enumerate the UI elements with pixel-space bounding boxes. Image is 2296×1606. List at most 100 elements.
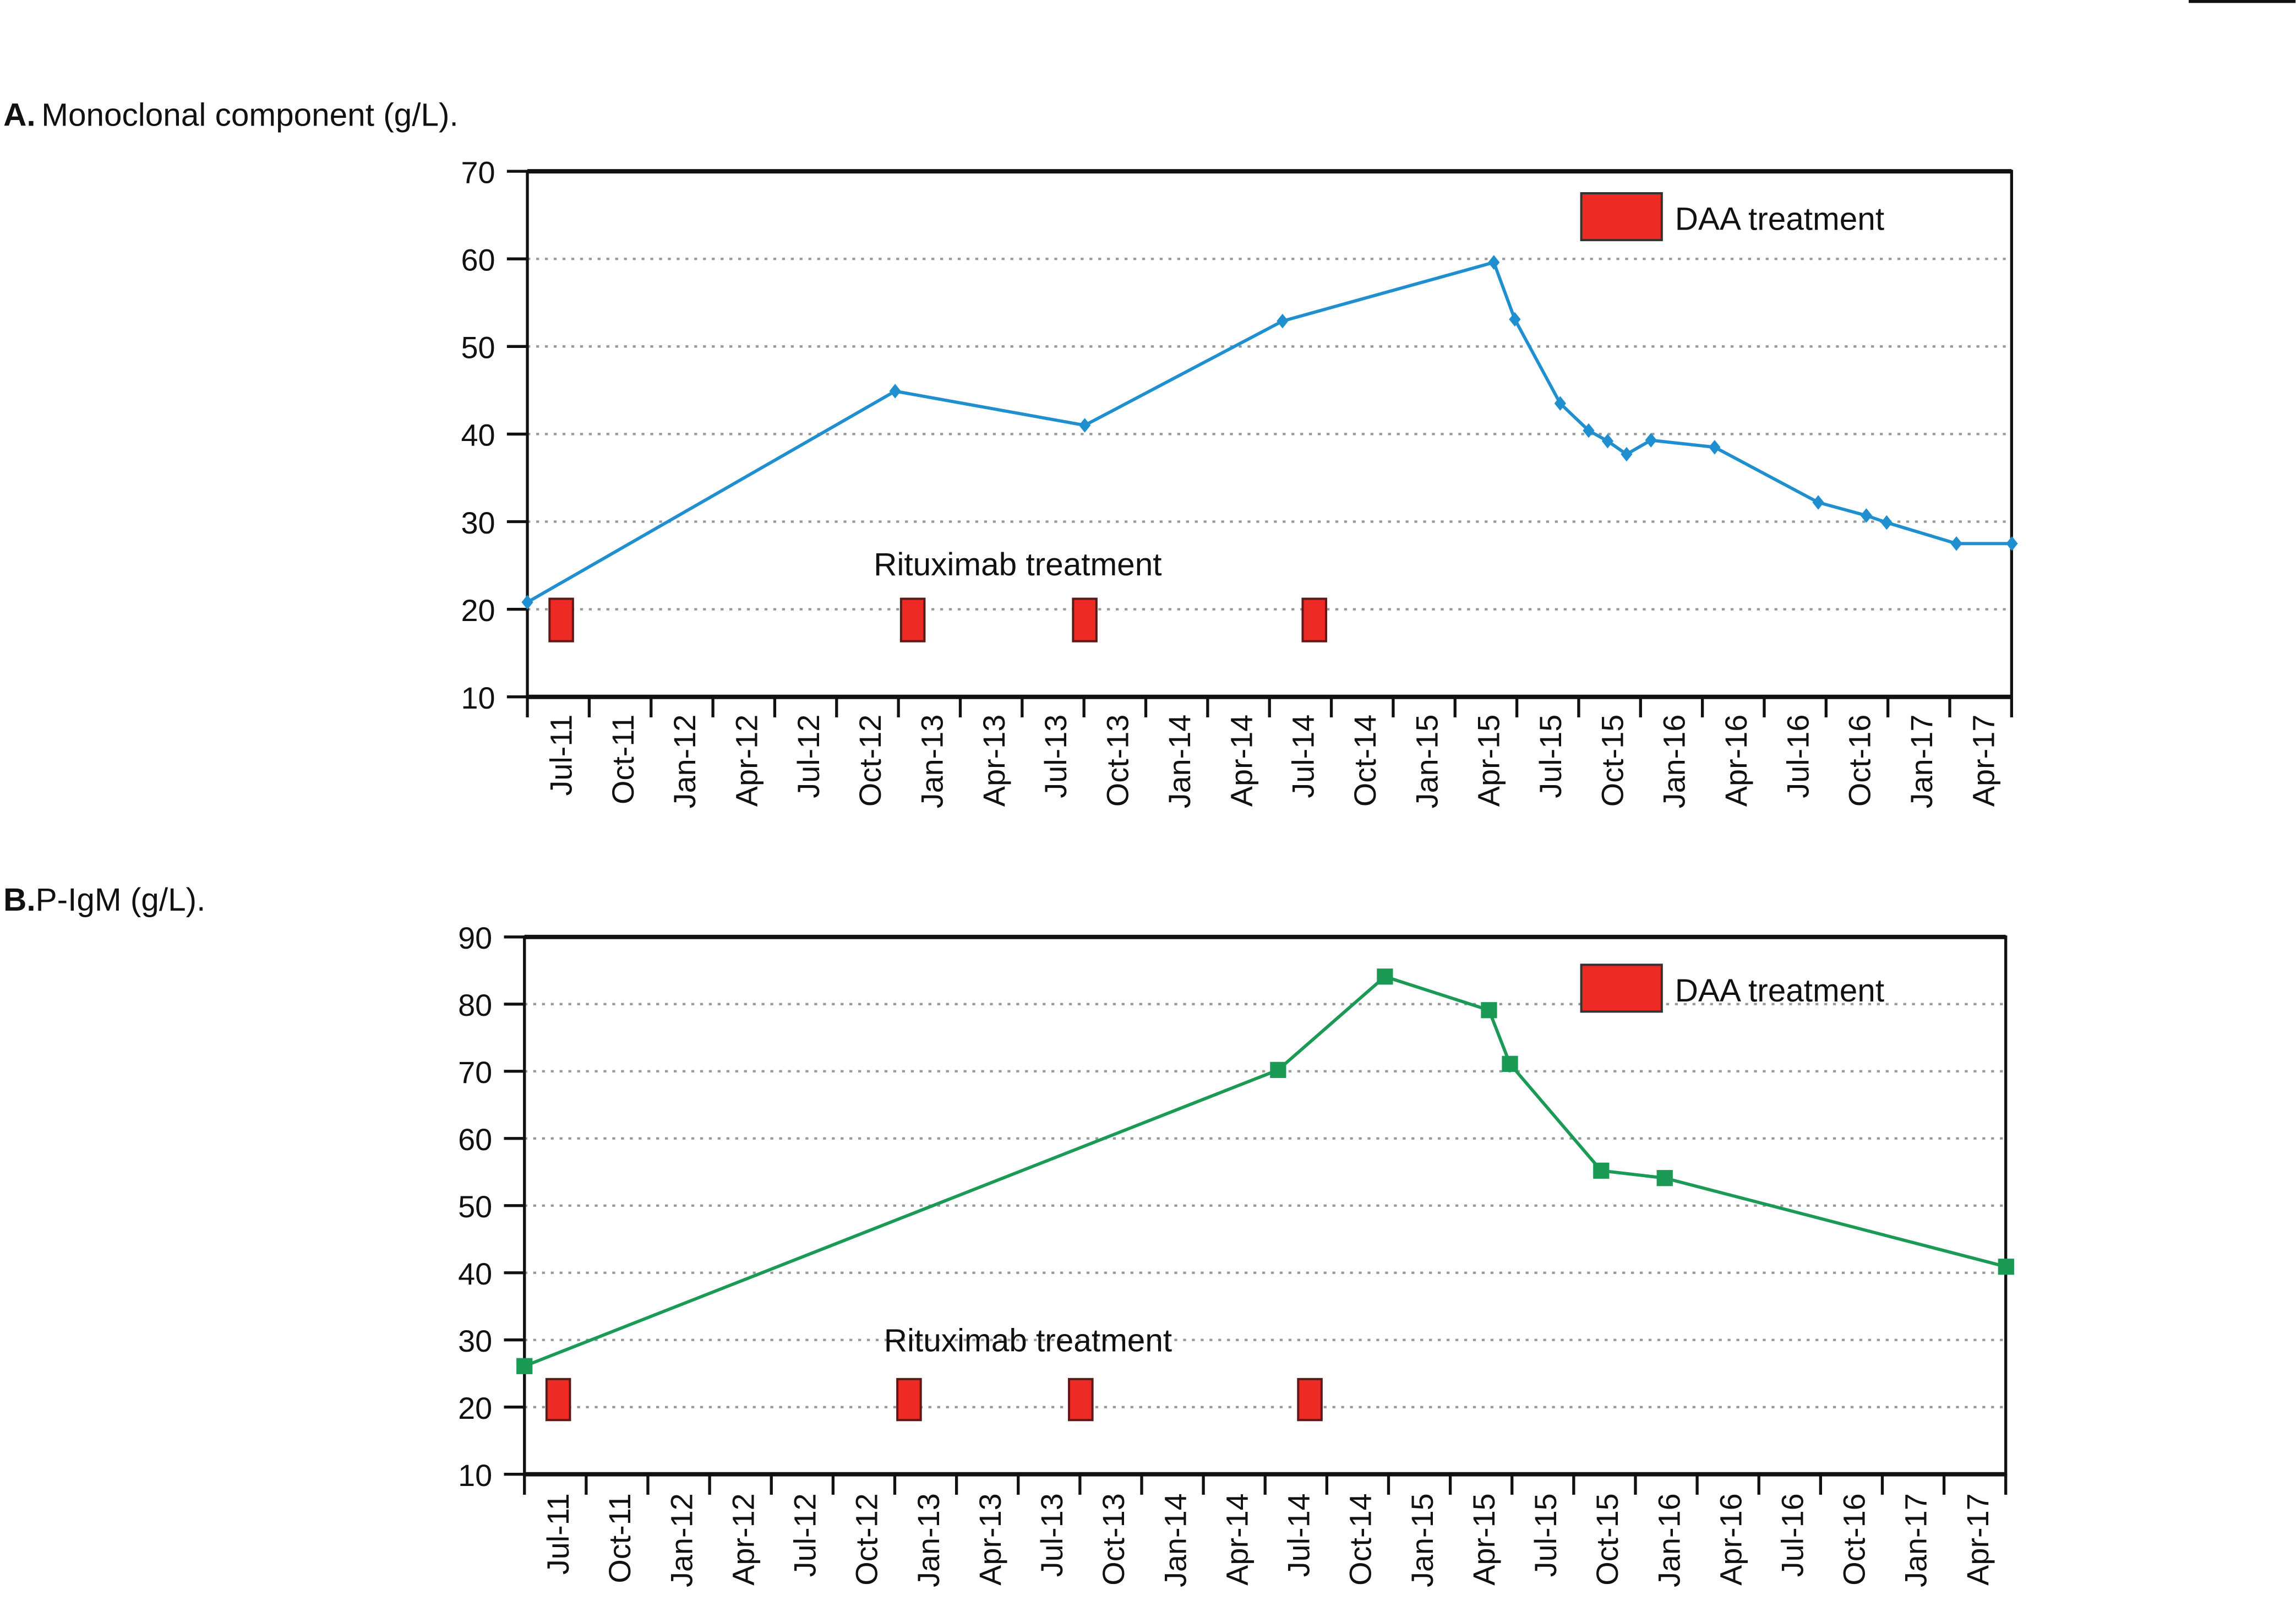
- data-point: [889, 384, 901, 399]
- y-tick-label: 40: [458, 1256, 492, 1291]
- x-tick-label: Apr-12: [726, 1493, 760, 1586]
- y-tick-label: 70: [461, 155, 495, 189]
- x-tick-label: Oct-14: [1348, 715, 1382, 807]
- x-tick-label: Jul-11: [541, 1493, 575, 1575]
- x-tick-label: Jul-15: [1533, 715, 1568, 798]
- rituximab-label: Rituximab treatment: [884, 1322, 1172, 1358]
- x-tick-label: Jan-15: [1409, 715, 1444, 809]
- legend-label: DAA treatment: [1675, 973, 1884, 1009]
- x-tick-label: Apr-15: [1466, 1493, 1501, 1586]
- x-tick-label: Apr-12: [729, 715, 763, 807]
- data-point: [1998, 1259, 2014, 1275]
- x-tick-label: Oct-16: [1837, 1493, 1872, 1586]
- rituximab-bar: [1072, 597, 1098, 643]
- data-point: [1277, 313, 1289, 329]
- y-tick-label: 20: [461, 593, 495, 628]
- chart-a-title: A. Monoclonal component (g/L).: [3, 97, 459, 133]
- rituximab-bar: [896, 1378, 922, 1422]
- chart-b: B.P-IgM (g/L). 10 20 30 40 50 60 70 80 90 Jul-11 O…: [3, 882, 2014, 1587]
- y-tick-label: 10: [458, 1458, 492, 1493]
- x-tick-label: Oct-13: [1096, 1493, 1131, 1586]
- data-point: [1593, 1162, 1610, 1179]
- x-tick-label: Apr-13: [973, 1493, 1007, 1586]
- x-tick-label: Apr-14: [1219, 1493, 1254, 1586]
- x-tick-label: Jul-15: [1528, 1493, 1563, 1577]
- data-point: [1554, 396, 1566, 411]
- data-point: [1270, 1061, 1286, 1078]
- x-tick-label: Jul-13: [1034, 1493, 1069, 1577]
- x-tick-label: Jul-16: [1775, 1493, 1810, 1577]
- data-point: [1656, 1170, 1673, 1186]
- x-tick-label: Jul-13: [1038, 715, 1073, 798]
- plot-frame: [526, 170, 2014, 699]
- x-tick-label: Jan-17: [1899, 1493, 1933, 1587]
- x-tick-label: Jan-17: [1904, 715, 1939, 809]
- x-tick-label: Oct-11: [606, 715, 640, 804]
- x-tick-label: Jul-14: [1286, 715, 1321, 798]
- x-tick-label: Jan-12: [664, 1493, 699, 1587]
- x-tick-label: Jul-14: [1281, 1493, 1316, 1577]
- x-tick-label: Jan-16: [1657, 715, 1692, 809]
- x-tick-label: Oct-16: [1842, 715, 1877, 807]
- x-tick-label: Jan-14: [1162, 715, 1197, 809]
- data-point: [1621, 447, 1633, 462]
- x-tick-label: Jan-13: [915, 715, 950, 809]
- y-tick-label: 70: [458, 1055, 492, 1090]
- x-tick-label: Jul-16: [1780, 715, 1815, 798]
- legend-label: DAA treatment: [1675, 201, 1884, 237]
- x-tick-label: Jan-15: [1405, 1493, 1439, 1587]
- rituximab-label: Rituximab treatment: [874, 547, 1161, 582]
- data-point: [1880, 515, 1893, 530]
- data-point: [1812, 495, 1824, 510]
- x-tick-label: Oct-11: [602, 1493, 637, 1583]
- legend-swatch: [1580, 192, 1663, 242]
- y-tick-label: 40: [461, 418, 495, 453]
- y-tick-label: 10: [461, 680, 495, 715]
- y-tick-label: 90: [458, 921, 492, 955]
- data-point: [1481, 1002, 1497, 1019]
- data-point: [1583, 423, 1595, 438]
- y-tick-label: 50: [458, 1189, 492, 1224]
- rituximab-bar: [548, 597, 574, 643]
- y-tick-label: 20: [458, 1391, 492, 1425]
- y-tick-label: 60: [461, 242, 495, 277]
- x-tick-label: Apr-13: [977, 715, 1011, 807]
- data-point: [2006, 536, 2018, 551]
- x-tick-label: Oct-12: [853, 715, 887, 807]
- x-tick-label: Apr-15: [1471, 715, 1506, 807]
- y-tick-label: 80: [458, 988, 492, 1022]
- x-tick-label: Jul-12: [791, 715, 826, 798]
- rituximab-bar: [1068, 1378, 1094, 1422]
- x-tick-label: Jan-16: [1651, 1493, 1686, 1587]
- y-tick-label: 30: [458, 1324, 492, 1358]
- data-point: [1502, 1055, 1518, 1072]
- data-point: [1377, 968, 1393, 985]
- x-tick-label: Jan-12: [667, 715, 702, 809]
- rituximab-bar: [899, 597, 926, 643]
- x-tick-label: Jul-12: [788, 1493, 822, 1577]
- data-point: [1488, 255, 1500, 270]
- x-tick-label: Jul-11: [543, 715, 578, 796]
- y-tick-label: 50: [461, 330, 495, 365]
- x-tick-label: Oct-14: [1343, 1493, 1378, 1586]
- data-point: [516, 1358, 533, 1374]
- rituximab-bar: [1297, 1378, 1323, 1422]
- series-line: [526, 260, 2012, 604]
- data-point: [1601, 433, 1614, 449]
- y-tick-label: 30: [461, 505, 495, 540]
- x-tick-label: Oct-15: [1595, 715, 1629, 807]
- x-tick-label: Apr-14: [1224, 715, 1258, 807]
- x-tick-label: Apr-17: [1966, 715, 2000, 807]
- x-tick-label: Jan-13: [911, 1493, 946, 1587]
- x-tick-label: Oct-13: [1100, 715, 1135, 807]
- x-tick-label: Oct-15: [1590, 1493, 1624, 1586]
- x-tick-label: Oct-12: [849, 1493, 884, 1586]
- data-point: [1709, 439, 1721, 455]
- rituximab-bar: [545, 1378, 571, 1422]
- data-point: [521, 595, 533, 610]
- x-tick-label: Jan-14: [1158, 1493, 1192, 1587]
- x-tick-label: Apr-16: [1719, 715, 1753, 807]
- data-point: [1950, 536, 1962, 551]
- data-point: [1078, 418, 1091, 433]
